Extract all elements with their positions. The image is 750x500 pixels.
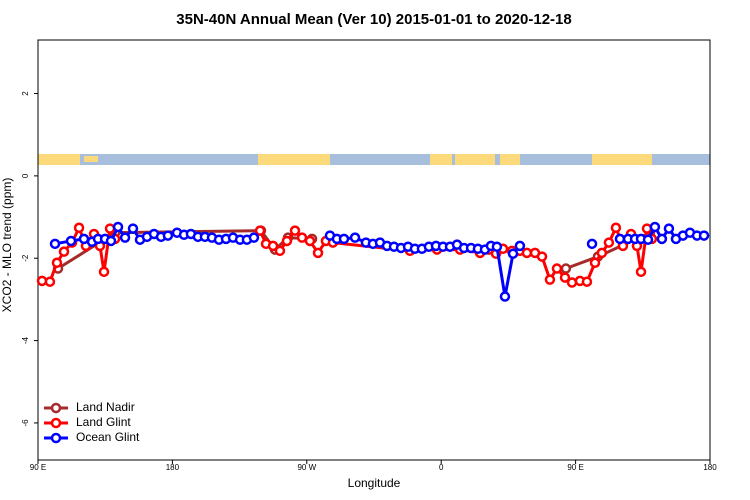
- y-tick-label: -4: [21, 336, 30, 344]
- point: [281, 235, 293, 247]
- y-tick-label: 2: [21, 91, 30, 96]
- point: [521, 247, 533, 259]
- x-tick-label: 90 E: [567, 463, 583, 472]
- point: [119, 232, 131, 243]
- point: [491, 241, 503, 252]
- point: [589, 257, 601, 269]
- point: [656, 233, 668, 245]
- point: [267, 240, 279, 252]
- point: [603, 237, 615, 248]
- chart-title: 35N-40N Annual Mean (Ver 10) 2015-01-01 …: [176, 11, 571, 28]
- point: [51, 257, 63, 269]
- point: [49, 238, 61, 250]
- map-strip: [38, 154, 710, 165]
- point: [499, 291, 511, 302]
- point: [559, 272, 571, 283]
- legend-label: Land Nadir: [76, 400, 135, 414]
- point: [560, 263, 572, 274]
- legend-marker: [50, 432, 62, 444]
- point: [586, 238, 598, 250]
- point: [105, 235, 117, 247]
- point: [58, 246, 70, 257]
- point: [514, 240, 526, 252]
- x-tick-label: 90 E: [30, 463, 46, 472]
- x-tick-label: 180: [703, 463, 717, 472]
- point: [596, 247, 608, 259]
- point: [289, 225, 301, 236]
- point: [65, 235, 77, 247]
- point: [98, 266, 110, 278]
- y-axis-label: XCO2 - MLO trend (ppm): [0, 178, 14, 313]
- point: [127, 223, 139, 234]
- legend-label: Land Glint: [76, 415, 131, 429]
- point: [312, 247, 324, 259]
- point: [254, 225, 266, 236]
- legend-label: Ocean Glint: [76, 430, 140, 444]
- point: [507, 248, 519, 259]
- plot-frame: [37, 39, 711, 461]
- point: [551, 263, 563, 274]
- point: [78, 233, 90, 245]
- x-tick-label: 180: [166, 463, 180, 472]
- y-tick-label: -2: [21, 254, 30, 262]
- point: [642, 234, 654, 245]
- point: [112, 221, 124, 233]
- point: [581, 276, 593, 287]
- point: [248, 232, 260, 243]
- point: [610, 222, 622, 234]
- point: [274, 245, 286, 257]
- point: [614, 233, 626, 245]
- point: [73, 222, 85, 234]
- point: [349, 232, 361, 243]
- y-tick-label: 0: [21, 173, 30, 178]
- x-tick-label: 90 W: [297, 463, 316, 472]
- point: [536, 251, 548, 262]
- point: [698, 230, 710, 241]
- legend-marker: [50, 402, 62, 414]
- point: [104, 223, 116, 234]
- point: [635, 266, 647, 278]
- point: [649, 221, 661, 233]
- x-tick-label: 0: [439, 463, 444, 472]
- point: [338, 233, 350, 245]
- point: [544, 274, 556, 285]
- point: [304, 235, 316, 247]
- point: [162, 230, 174, 241]
- x-axis-label: Longitude: [348, 476, 401, 490]
- y-tick-label: -6: [21, 419, 30, 427]
- point: [663, 223, 675, 234]
- legend-marker: [50, 417, 62, 429]
- point: [44, 276, 56, 287]
